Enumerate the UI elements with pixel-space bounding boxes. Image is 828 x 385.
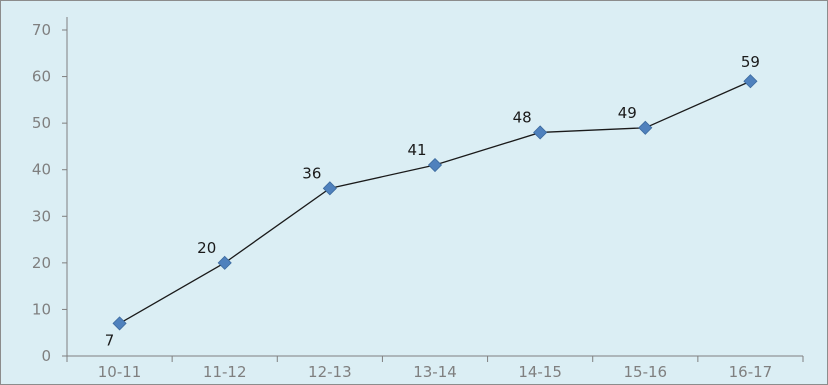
- data-point-marker: [638, 120, 653, 135]
- data-label: 41: [407, 141, 426, 159]
- data-labels: 7 20 36 41 48 49 59: [105, 53, 760, 349]
- x-tick-label: 15-16: [623, 363, 667, 381]
- x-tick-label: 16-17: [729, 363, 773, 381]
- x-tick-label: 13-14: [413, 363, 457, 381]
- data-points: [112, 74, 758, 331]
- data-label: 7: [105, 331, 115, 349]
- series-line: [119, 80, 751, 324]
- axes: 0 10 20 30 40 50 60 70 10-11 11-12 12-13 13-14 14-15…: [32, 17, 804, 381]
- data-label: 20: [197, 239, 216, 257]
- x-tick-label: 14-15: [518, 363, 562, 381]
- y-tick-label: 20: [32, 254, 51, 272]
- y-tick-label: 0: [41, 347, 51, 365]
- data-label: 48: [513, 108, 532, 126]
- x-tick-label: 12-13: [308, 363, 352, 381]
- data-point-marker: [743, 74, 758, 89]
- data-point-marker: [217, 255, 232, 270]
- y-tick-label: 10: [32, 300, 51, 318]
- x-tick-label: 10-11: [98, 363, 142, 381]
- data-point-marker: [533, 125, 548, 140]
- data-point-marker: [112, 316, 127, 331]
- series-polyline: [119, 80, 751, 324]
- y-tick-label: 30: [32, 207, 51, 225]
- y-tick-label: 60: [32, 68, 51, 86]
- data-label: 36: [302, 164, 321, 182]
- data-label: 49: [618, 104, 637, 122]
- y-tick-label: 70: [32, 21, 51, 39]
- y-tick-label: 40: [32, 161, 51, 179]
- y-tick-label: 50: [32, 114, 51, 132]
- data-label: 59: [741, 53, 760, 71]
- data-point-marker: [322, 181, 337, 196]
- data-point-marker: [427, 157, 443, 173]
- x-tick-label: 11-12: [203, 363, 247, 381]
